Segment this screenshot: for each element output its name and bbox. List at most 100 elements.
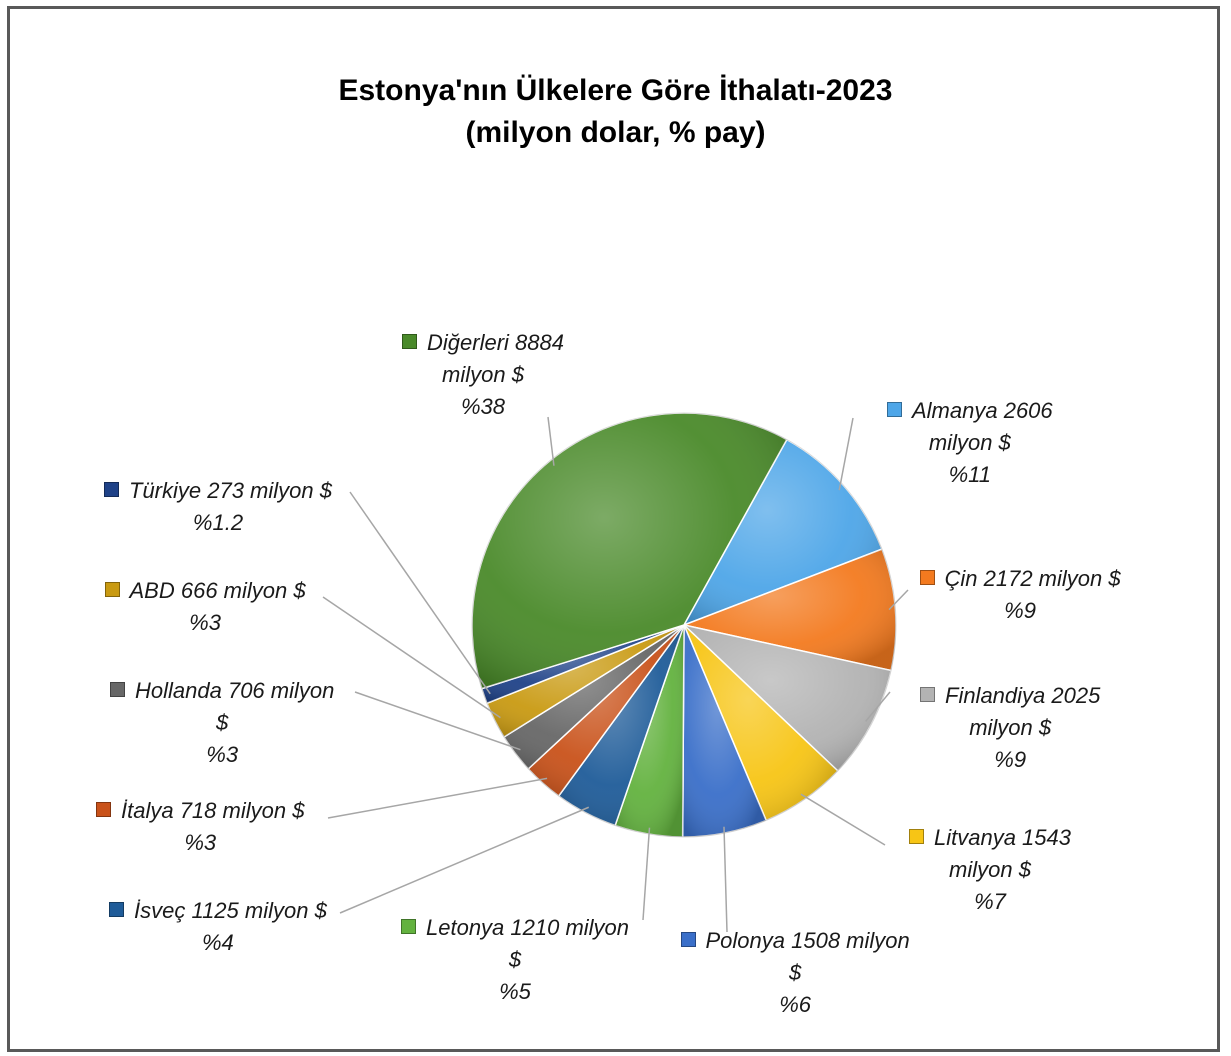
data-label-text: milyon $ [949, 857, 1031, 882]
data-label-2: Finlandiya 2025 milyon $ %9 [920, 680, 1100, 776]
data-label-text: Polonya 1508 milyon [705, 928, 910, 953]
data-label-line: %4 [109, 927, 327, 959]
pie-slice-shading-4 [682, 625, 767, 837]
data-label-text: Litvanya 1543 [934, 825, 1071, 850]
legend-key-icon [104, 482, 119, 497]
data-label-4: Polonya 1508 milyon $ %6 [680, 925, 910, 1021]
data-label-text: %7 [974, 889, 1006, 914]
legend-key-icon [109, 902, 124, 917]
data-label-text: $ [789, 960, 802, 985]
data-label-text: %6 [779, 992, 812, 1017]
data-label-line: Litvanya 1543 [909, 822, 1071, 854]
data-label-10: Türkiye 273 milyon $ %1.2 [104, 475, 332, 539]
pie-slice-shading-10 [481, 625, 684, 704]
legend-key-icon [680, 932, 696, 947]
legend-key-icon [401, 919, 416, 934]
data-label-line: Polonya 1508 milyon [680, 925, 910, 957]
data-label-8: Hollanda 706 milyon $ %3 [110, 675, 334, 771]
data-label-text: %3 [189, 610, 221, 635]
leader-line-9 [322, 596, 501, 719]
data-label-line: %7 [909, 886, 1071, 918]
data-label-text: $ [508, 947, 522, 972]
data-label-line: %3 [105, 607, 306, 639]
pie-slices [471, 412, 897, 838]
data-label-6: İsveç 1125 milyon $ %4 [109, 895, 327, 959]
leader-line-7 [327, 777, 548, 819]
data-label-line: Diğerleri 8884 [402, 327, 564, 359]
data-label-line: milyon $ [909, 854, 1071, 886]
chart-subtitle: (milyon dolar, % pay) [465, 116, 766, 149]
data-label-text: milyon $ [969, 715, 1052, 740]
legend-key-icon [919, 570, 935, 585]
leader-lines [322, 416, 909, 933]
data-label-line: %3 [110, 739, 334, 771]
data-label-line: %9 [920, 744, 1100, 776]
data-label-text: Diğerleri 8884 [427, 330, 564, 355]
data-label-line: milyon $ [920, 712, 1100, 744]
pie-slice-shading-5 [615, 625, 684, 837]
data-label-0: Almanya 2606 milyon $ %11 [887, 395, 1053, 491]
data-label-text: Türkiye 273 milyon $ [129, 478, 332, 503]
pie-slice-shading-8 [504, 625, 684, 769]
data-label-line: %1.2 [104, 507, 332, 539]
data-label-line: Hollanda 706 milyon [110, 675, 334, 707]
pie-slice-shading-9 [486, 625, 684, 738]
legend-key-icon [104, 582, 120, 597]
data-label-line: Finlandiya 2025 [920, 680, 1100, 712]
data-label-9: ABD 666 milyon $ %3 [104, 575, 306, 639]
pie-slice-shading-3 [684, 625, 838, 821]
data-label-line: %9 [920, 595, 1121, 627]
data-label-text: İsveç 1125 milyon $ [134, 898, 327, 923]
data-label-line: Almanya 2606 [887, 395, 1053, 427]
data-label-line: milyon $ [887, 427, 1053, 459]
pie-rim [471, 412, 897, 838]
leader-line-10 [349, 491, 491, 695]
data-label-line: $ [681, 957, 910, 989]
data-label-line: ABD 666 milyon $ [104, 575, 306, 607]
legend-key-icon [96, 802, 111, 817]
pie-slice-shading-1 [684, 549, 897, 671]
data-label-line: %38 [402, 391, 564, 423]
data-label-text: %9 [1004, 598, 1036, 623]
data-label-text: %9 [994, 747, 1027, 772]
leader-line-4 [723, 826, 728, 933]
pie-slice-shading-7 [528, 625, 684, 796]
leader-line-0 [838, 417, 854, 491]
leader-line-6 [339, 806, 590, 914]
leader-line-2 [865, 691, 891, 722]
data-label-line: milyon $ [402, 359, 564, 391]
data-label-text: Almanya 2606 [912, 398, 1053, 423]
data-label-text: %3 [184, 830, 217, 855]
leader-line-11 [547, 416, 555, 466]
data-label-line: Çin 2172 milyon $ [919, 563, 1121, 595]
pie-slice-shading-0 [684, 439, 882, 625]
data-label-text: Hollanda 706 milyon [135, 678, 335, 703]
data-label-line: %3 [96, 827, 304, 859]
data-label-text: %1.2 [192, 510, 244, 535]
data-label-text: %38 [460, 394, 505, 419]
data-label-text: %11 [948, 462, 992, 487]
data-label-11: Diğerleri 8884 milyon $ %38 [402, 327, 564, 423]
data-label-3: Litvanya 1543 milyon $ %7 [909, 822, 1071, 918]
data-label-1: Çin 2172 milyon $ %9 [919, 563, 1121, 627]
pie-slice-shading-6 [558, 625, 684, 826]
legend-key-icon [402, 334, 417, 349]
data-label-5: Letonya 1210 milyon $ %5 [401, 912, 629, 1008]
data-label-line: İtalya 718 milyon $ [96, 795, 304, 827]
legend-key-icon [887, 402, 902, 417]
leader-line-3 [800, 793, 886, 846]
data-label-line: İsveç 1125 milyon $ [109, 895, 327, 927]
data-label-text: Finlandiya 2025 [945, 683, 1101, 708]
chart-title: Estonya'nın Ülkelere Göre İthalatı-2023 … [0, 70, 1231, 154]
data-label-text: milyon $ [442, 362, 524, 387]
data-label-text: milyon $ [928, 430, 1011, 455]
data-label-line: $ [110, 707, 334, 739]
pie-slice-shading-2 [684, 625, 892, 771]
data-label-line: %5 [401, 976, 629, 1008]
leader-line-5 [642, 827, 651, 921]
data-label-7: İtalya 718 milyon $ %3 [96, 795, 304, 859]
data-label-text: Letonya 1210 milyon [426, 915, 630, 940]
data-label-line: Türkiye 273 milyon $ [104, 475, 332, 507]
pie-slice-shading-11 [472, 413, 787, 689]
